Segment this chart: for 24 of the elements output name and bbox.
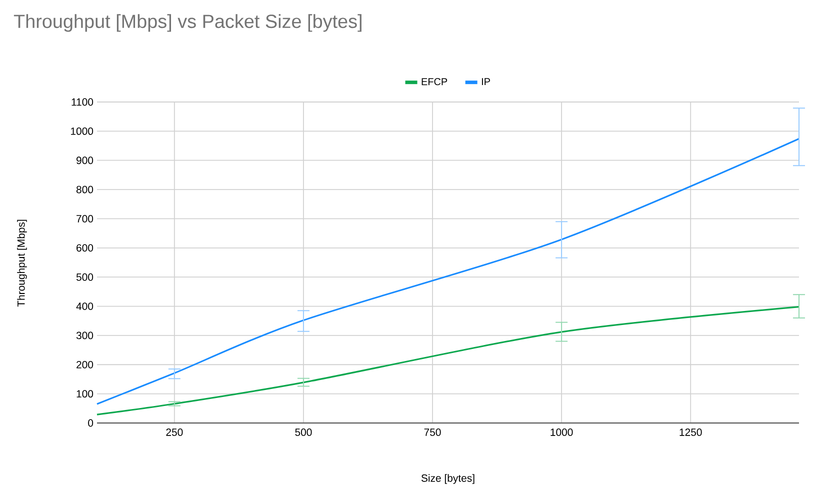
y-tick-label: 1000: [71, 127, 94, 135]
legend-label: IP: [482, 78, 490, 86]
x-axis-title: Size [bytes]: [421, 474, 474, 484]
y-axis-title: Throughput [Mbps]: [17, 220, 27, 307]
chart-title: Throughput [Mbps] vs Packet Size [bytes]: [14, 14, 362, 32]
y-tick-label: 300: [76, 332, 94, 340]
y-tick-label: 0: [88, 419, 94, 427]
y-tick-label: 700: [76, 215, 94, 222]
x-tick-label: 750: [424, 428, 441, 436]
line-series: [96, 306, 800, 416]
y-tick-label: 800: [76, 186, 94, 194]
y-tick-label: 500: [76, 273, 94, 281]
x-tick-label: 500: [295, 428, 312, 436]
y-tick-label: 400: [76, 302, 94, 310]
y-tick-label: 100: [76, 390, 94, 398]
y-tick-label: 600: [76, 244, 94, 252]
y-tick-label: 900: [76, 156, 94, 164]
y-tick-label: 1100: [72, 98, 94, 106]
x-tick-label: 1250: [680, 428, 702, 436]
legend-label: EFCP: [422, 78, 448, 86]
x-tick-label: 1000: [550, 428, 573, 436]
x-tick-label: 250: [166, 428, 183, 436]
y-tick-label: 200: [76, 360, 94, 368]
line-series: [96, 138, 800, 405]
